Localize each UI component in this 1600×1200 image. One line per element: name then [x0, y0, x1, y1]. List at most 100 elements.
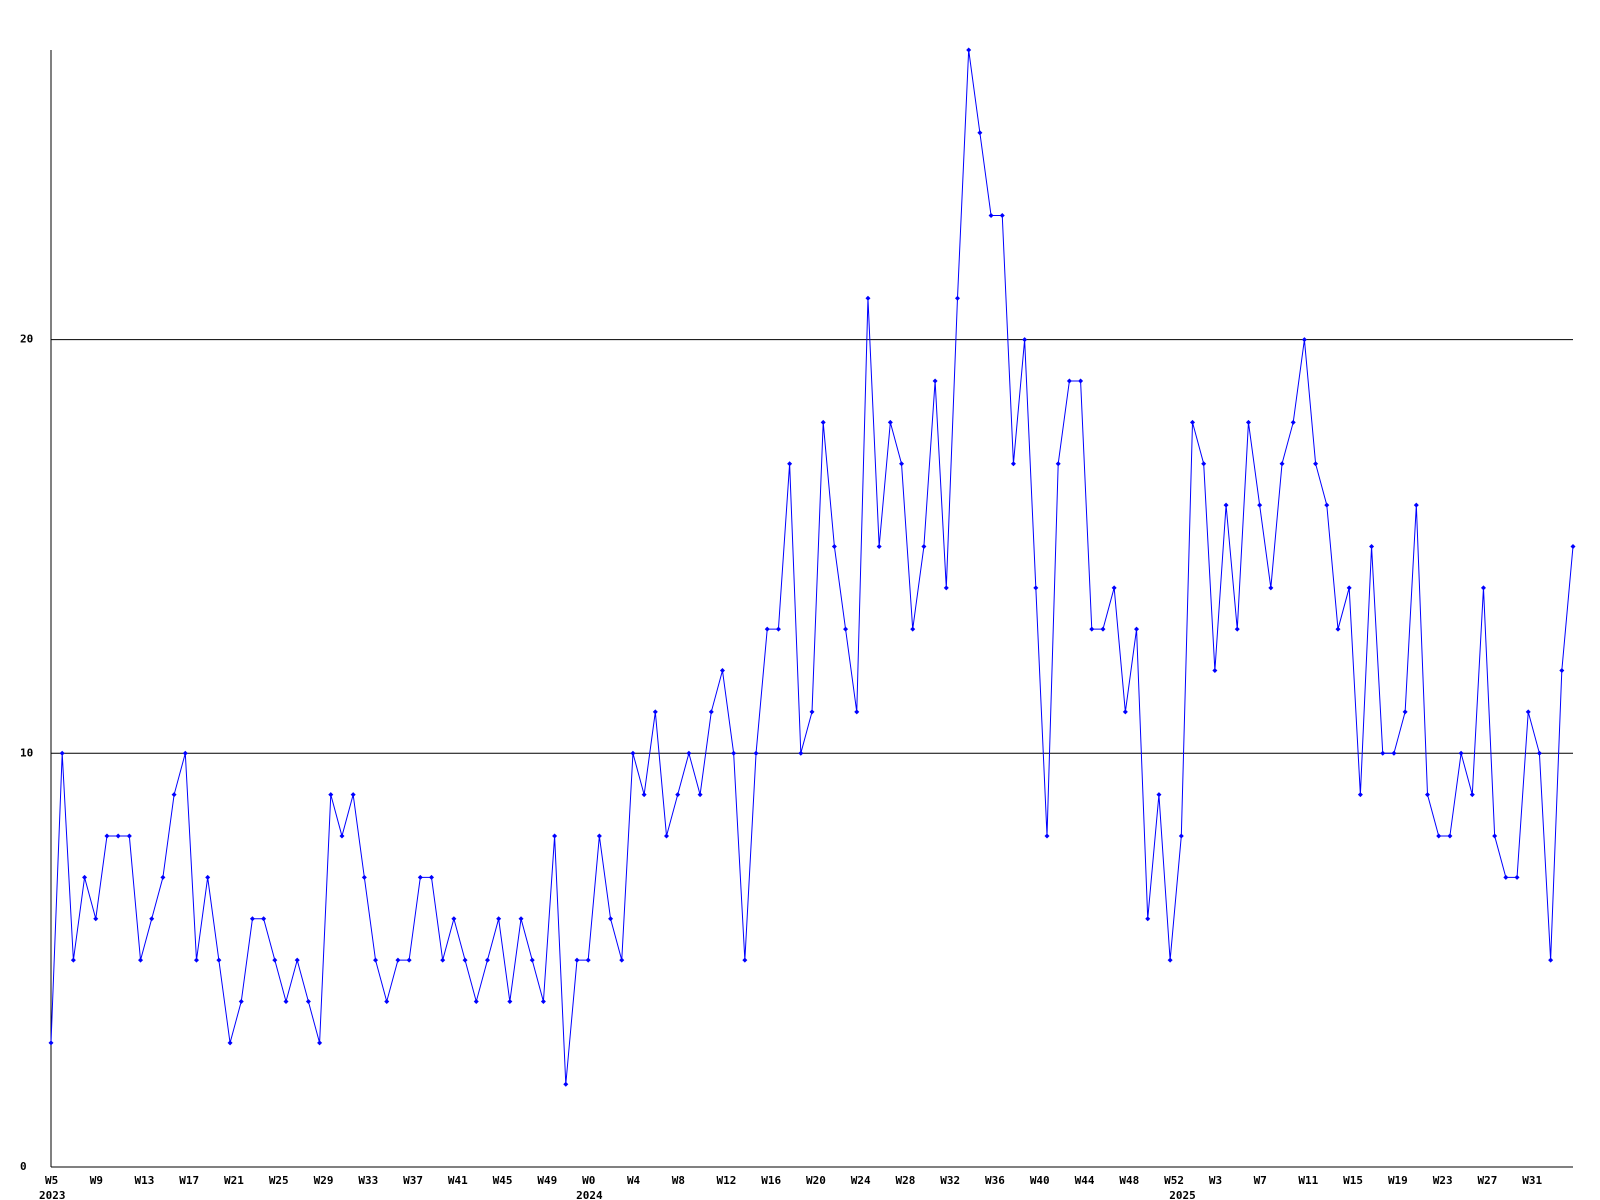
point	[361, 874, 367, 880]
point	[1391, 750, 1397, 756]
point	[1346, 585, 1352, 591]
x-tick-label: W3	[1209, 1174, 1222, 1187]
point	[1022, 337, 1028, 343]
x-tick-label: W40	[1030, 1174, 1050, 1187]
point	[1201, 461, 1207, 467]
point	[1044, 833, 1050, 839]
point	[384, 999, 390, 1005]
point	[1458, 750, 1464, 756]
x-tick-label: W23	[1433, 1174, 1453, 1187]
point	[1190, 419, 1195, 425]
point	[753, 750, 759, 756]
point	[149, 916, 155, 922]
point	[1055, 461, 1061, 467]
point	[328, 792, 334, 798]
point	[966, 47, 972, 53]
point	[518, 916, 524, 922]
point	[1335, 626, 1341, 632]
point	[373, 957, 379, 963]
point	[1525, 709, 1531, 715]
point	[1178, 833, 1184, 839]
point	[574, 957, 580, 963]
x-tick-label: W24	[851, 1174, 871, 1187]
x-tick-label: W33	[358, 1174, 378, 1187]
y-tick-label: 0	[20, 1160, 27, 1173]
point	[1089, 626, 1095, 632]
point	[675, 792, 681, 798]
point	[1145, 916, 1151, 922]
point	[1100, 626, 1106, 632]
point	[126, 833, 132, 839]
point	[540, 999, 546, 1005]
point	[641, 792, 647, 798]
point	[1313, 461, 1319, 467]
point	[1212, 668, 1218, 674]
point	[1536, 750, 1542, 756]
x-tick-label: W36	[985, 1174, 1005, 1187]
point	[652, 709, 658, 715]
point	[943, 585, 949, 591]
x-tick-label: W31	[1522, 1174, 1542, 1187]
point	[1134, 626, 1140, 632]
point	[1066, 378, 1072, 384]
x-tick-label: W52	[1164, 1174, 1184, 1187]
point	[529, 957, 535, 963]
point	[451, 916, 457, 922]
point	[1122, 709, 1128, 715]
x-tick-label: W32	[940, 1174, 960, 1187]
point	[977, 130, 983, 136]
point	[317, 1040, 323, 1046]
point	[719, 668, 725, 674]
point	[1425, 792, 1431, 798]
point	[854, 709, 860, 715]
point	[70, 957, 76, 963]
x-tick-label: W4	[627, 1174, 641, 1187]
point	[742, 957, 748, 963]
point	[1369, 543, 1375, 549]
point	[619, 957, 625, 963]
point	[1402, 709, 1408, 715]
x-tick-label: W27	[1477, 1174, 1497, 1187]
point	[138, 957, 144, 963]
point	[887, 419, 893, 425]
x-tick-label: W0	[582, 1174, 595, 1187]
point	[608, 916, 614, 922]
point	[283, 999, 289, 1005]
point	[1324, 502, 1330, 508]
x-tick-label: W15	[1343, 1174, 1363, 1187]
point	[731, 750, 737, 756]
x-tick-label: W21	[224, 1174, 244, 1187]
point	[59, 750, 65, 756]
point	[1156, 792, 1162, 798]
point	[1010, 461, 1016, 467]
point	[484, 957, 490, 963]
point	[182, 750, 188, 756]
point	[552, 833, 558, 839]
point	[899, 461, 905, 467]
point	[1357, 792, 1363, 798]
line	[50, 49, 1574, 1085]
point	[238, 999, 244, 1005]
point	[1413, 502, 1419, 508]
point	[1514, 874, 1520, 880]
x-tick-label: W48	[1119, 1174, 1139, 1187]
x-tick-label: W17	[179, 1174, 199, 1187]
point	[932, 378, 938, 384]
x-tick-label: W49	[537, 1174, 557, 1187]
point	[272, 957, 278, 963]
point	[294, 957, 300, 963]
x-tick-label: W5	[45, 1174, 58, 1187]
x-tick-label: W20	[806, 1174, 826, 1187]
point	[93, 916, 99, 922]
point	[227, 1040, 233, 1046]
point	[910, 626, 916, 632]
point	[1559, 668, 1565, 674]
x-year-label: 2023	[39, 1189, 66, 1200]
point	[171, 792, 177, 798]
point	[1167, 957, 1173, 963]
point	[820, 419, 826, 425]
point	[350, 792, 356, 798]
point	[1245, 419, 1251, 425]
point	[1447, 833, 1453, 839]
